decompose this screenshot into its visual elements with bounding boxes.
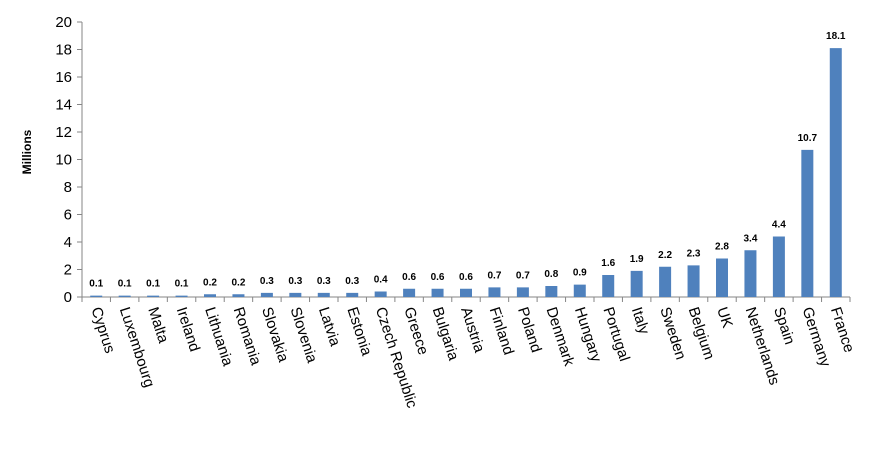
- bar-belgium: [687, 265, 700, 297]
- data-label: 0.6: [402, 272, 416, 283]
- x-tick-label: Bulgaria: [429, 305, 462, 363]
- y-tick-label: 10: [55, 152, 72, 169]
- data-label: 0.7: [487, 270, 501, 281]
- data-label: 2.2: [658, 250, 672, 261]
- bar-greece: [403, 288, 416, 297]
- bar-czech-republic: [374, 291, 387, 297]
- data-label: 0.3: [345, 276, 359, 287]
- data-label: 1.6: [601, 258, 615, 269]
- data-label: 4.4: [772, 220, 786, 231]
- bar-hungary: [573, 284, 586, 297]
- bar-portugal: [602, 275, 615, 297]
- bar-finland: [488, 287, 501, 297]
- x-tick-label: Cyprus: [87, 305, 118, 355]
- x-tick-label: Malta: [144, 305, 172, 346]
- data-label: 0.8: [544, 269, 558, 280]
- y-tick-label: 8: [64, 179, 72, 196]
- x-tick-label: Latvia: [315, 305, 344, 349]
- y-tick-label: 20: [55, 14, 72, 31]
- data-label: 0.2: [231, 277, 245, 288]
- bar-malta: [147, 295, 160, 297]
- x-tick-label: Italy: [628, 305, 653, 337]
- bar-latvia: [317, 292, 330, 297]
- data-label: 2.8: [715, 242, 729, 253]
- data-label: 0.1: [175, 279, 189, 290]
- bar-france: [829, 48, 842, 297]
- data-label: 10.7: [798, 133, 818, 144]
- bar-slovakia: [260, 292, 273, 297]
- y-tick-label: 4: [64, 234, 72, 251]
- x-tick-label: Greece: [400, 305, 431, 357]
- data-label: 0.6: [459, 272, 473, 283]
- bar-bulgaria: [431, 288, 444, 297]
- x-tick-label: Austria: [457, 305, 488, 355]
- data-label: 2.3: [687, 248, 701, 259]
- data-label: 0.4: [374, 275, 388, 286]
- bars: [90, 48, 842, 297]
- data-label: 0.1: [146, 279, 160, 290]
- x-tick-label: Belgium: [685, 305, 718, 362]
- data-label: 0.3: [260, 276, 274, 287]
- x-tick-label: Poland: [514, 305, 545, 355]
- bar-slovenia: [289, 292, 302, 297]
- bar-lithuania: [204, 294, 216, 297]
- data-label: 0.1: [89, 279, 103, 290]
- data-label: 0.3: [288, 276, 302, 287]
- x-tick-label: Estonia: [343, 305, 375, 358]
- bar-poland: [516, 287, 529, 297]
- bar-uk: [716, 258, 728, 297]
- data-label: 0.7: [516, 270, 530, 281]
- data-label: 1.9: [630, 254, 644, 265]
- x-tick-label: Sweden: [656, 305, 689, 362]
- data-labels: 0.1 0.1 0.1 0.1 0.2 0.2 0.3 0.3 0.3 0.3 0.4 0.6 0.6 0…: [89, 31, 846, 290]
- data-label: 0.2: [203, 277, 217, 288]
- data-label: 0.6: [431, 272, 445, 283]
- y-tick-label: 6: [64, 207, 72, 224]
- x-tick-label: Ireland: [173, 305, 203, 354]
- data-label: 0.3: [317, 276, 331, 287]
- x-tick-label: Spain: [770, 305, 798, 347]
- bar-romania: [232, 294, 245, 297]
- bar-spain: [772, 236, 785, 297]
- y-axis-label: Millions: [20, 129, 34, 174]
- bar-ireland: [175, 295, 188, 297]
- x-tick-label: UK: [713, 305, 736, 330]
- data-label: 0.9: [573, 268, 587, 279]
- bar-italy: [630, 270, 643, 297]
- y-tick-label: 12: [55, 124, 72, 141]
- y-tick-label: 0: [64, 289, 72, 306]
- bar-cyprus: [90, 295, 103, 297]
- data-label: 18.1: [826, 31, 846, 42]
- y-axis: 0 2 4 6 8 10 12 14 16 18 20: [55, 14, 850, 306]
- bar-germany: [801, 149, 814, 297]
- y-tick-label: 16: [55, 69, 72, 86]
- bar-austria: [460, 288, 472, 297]
- x-tick-label: France: [827, 305, 858, 355]
- bar-denmark: [545, 286, 558, 297]
- data-label: 3.4: [743, 233, 757, 244]
- bar-sweden: [659, 266, 672, 297]
- y-tick-label: 2: [64, 262, 72, 279]
- bar-luxembourg: [118, 295, 131, 297]
- y-tick-label: 18: [55, 42, 72, 59]
- bar-netherlands: [744, 250, 757, 297]
- x-tick-label: Portugal: [599, 305, 632, 363]
- y-tick-label: 14: [55, 97, 72, 114]
- bar-estonia: [346, 292, 359, 297]
- data-label: 0.1: [118, 279, 132, 290]
- x-tick-label: Finland: [486, 305, 517, 357]
